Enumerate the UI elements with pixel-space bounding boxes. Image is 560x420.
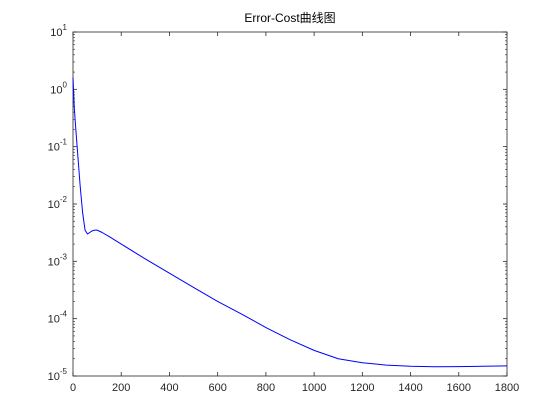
x-tick-label: 1400: [398, 382, 422, 394]
y-tick-label-base: 10: [48, 256, 60, 268]
y-tick-label-exponent: -4: [60, 310, 68, 319]
axes-background: [73, 32, 507, 376]
y-tick-label: 10-2: [48, 195, 68, 211]
y-tick-label-exponent: -3: [60, 252, 68, 261]
y-tick-label-base: 10: [48, 199, 60, 211]
y-tick-label-base: 10: [50, 27, 62, 39]
y-tick-label-exponent: -2: [60, 195, 68, 204]
y-tick-label-exponent: -5: [60, 367, 68, 376]
x-tick-label: 400: [160, 382, 178, 394]
y-tick-label-base: 10: [48, 142, 60, 154]
chart-title: Error-Cost曲线图: [244, 11, 335, 25]
series-line: [72, 77, 508, 368]
y-tick-label: 10-1: [48, 138, 68, 154]
y-tick-label-exponent: 1: [63, 23, 68, 32]
y-tick-label-exponent: -1: [60, 138, 68, 147]
plot-area: 0 200 400 600 800 1000 1200 1400 1600 180010-510-…: [48, 23, 520, 394]
y-tick-label: 100: [50, 80, 67, 96]
y-tick-label-base: 10: [48, 314, 60, 326]
x-tick-label: 800: [257, 382, 275, 394]
y-tick-label-exponent: 0: [63, 80, 68, 89]
y-tick-label-base: 10: [50, 84, 62, 96]
x-tick-label: 1200: [350, 382, 374, 394]
x-tick-label: 1600: [447, 382, 471, 394]
y-tick-label: 10-4: [48, 310, 68, 326]
y-tick-label-base: 10: [48, 371, 60, 383]
x-tick-label: 600: [208, 382, 226, 394]
x-tick-label: 0: [70, 382, 76, 394]
y-tick-label: 10-3: [48, 252, 68, 268]
y-tick-label: 10-5: [48, 367, 68, 383]
x-tick-label: 200: [112, 382, 130, 394]
y-tick-label: 101: [50, 23, 67, 39]
axes-box: [72, 31, 508, 377]
x-tick-label: 1800: [495, 382, 519, 394]
x-tick-label: 1000: [302, 382, 326, 394]
